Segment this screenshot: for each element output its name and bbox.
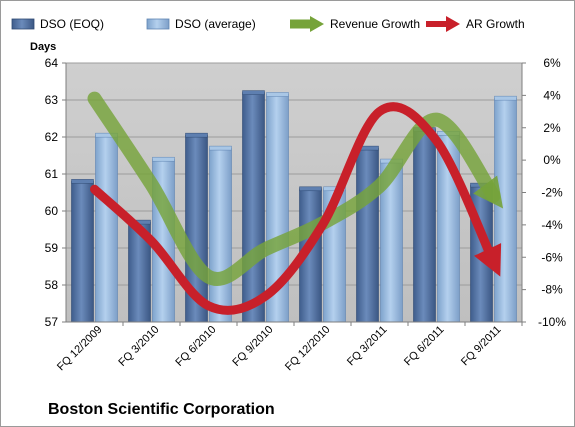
right-tick-label: -6% xyxy=(541,250,563,264)
legend: DSO (EOQ) DSO (average) Revenue Growth AR G… xyxy=(11,16,525,32)
bar-dso-average-cap xyxy=(152,156,175,162)
left-tick-label: 57 xyxy=(45,315,59,329)
left-tick-label: 61 xyxy=(45,167,59,181)
bar-dso-average-cap xyxy=(209,145,232,151)
bar-dso-eoq-cap xyxy=(242,90,265,95)
right-tick-label: 2% xyxy=(543,121,561,135)
right-tick-label: 4% xyxy=(543,88,561,102)
bar-dso-average-cap xyxy=(494,95,517,101)
bar-dso-average xyxy=(494,97,517,323)
bar-dso-eoq-cap xyxy=(71,179,94,184)
right-tick-label: 0% xyxy=(543,153,561,167)
bar-dso-eoq xyxy=(413,129,436,323)
legend-arrowhead xyxy=(310,16,324,32)
legend-swatch xyxy=(11,18,35,30)
right-tick-label: 6% xyxy=(543,56,561,70)
bar-dso-average xyxy=(95,134,118,323)
legend-arrowhead xyxy=(446,16,460,32)
left-tick-label: 58 xyxy=(45,278,59,292)
left-tick-label: 63 xyxy=(45,93,59,107)
left-axis-title: Days xyxy=(30,41,56,53)
left-tick-label: 64 xyxy=(45,56,59,70)
line-revenue-growth xyxy=(87,91,504,286)
bar-dso-average xyxy=(209,147,232,323)
legend-label: DSO (average) xyxy=(175,17,256,31)
line-series-group xyxy=(87,91,504,315)
bar-dso-eoq-cap xyxy=(185,132,208,138)
left-tick-label: 60 xyxy=(45,204,59,218)
bar-dso-average-cap xyxy=(266,92,289,97)
right-tick-label: -2% xyxy=(541,186,563,200)
bar-dso-eoq xyxy=(71,181,94,323)
right-tick-label: -8% xyxy=(541,283,563,297)
chart-title: Boston Scientific Corporation xyxy=(48,401,275,418)
legend-label: Revenue Growth xyxy=(330,17,420,31)
left-tick-label: 59 xyxy=(45,241,59,255)
legend-label: DSO (EOQ) xyxy=(40,17,104,31)
legend-label: AR Growth xyxy=(466,17,525,31)
bar-dso-eoq-cap xyxy=(299,186,322,192)
line-ar-growth xyxy=(90,102,502,315)
right-tick-label: -4% xyxy=(541,218,563,232)
right-tick-label: -10% xyxy=(538,315,566,329)
left-tick-label: 62 xyxy=(45,130,59,144)
legend-swatch xyxy=(146,18,170,30)
bar-dso-eoq xyxy=(356,147,379,323)
bar-dso-eoq xyxy=(242,92,265,323)
